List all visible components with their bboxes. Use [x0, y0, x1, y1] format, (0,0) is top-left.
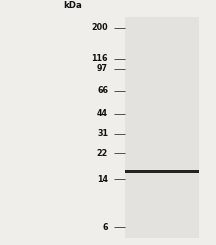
Text: 116: 116: [92, 54, 108, 63]
Bar: [125, 17, 199, 238]
Text: 14: 14: [97, 174, 108, 184]
Text: kDa: kDa: [63, 1, 82, 10]
Text: 66: 66: [97, 86, 108, 95]
Text: 97: 97: [97, 64, 108, 73]
Bar: [125, 170, 199, 173]
Text: 22: 22: [97, 149, 108, 158]
Text: 6: 6: [103, 223, 108, 232]
Text: 31: 31: [97, 129, 108, 138]
Text: 44: 44: [97, 109, 108, 118]
Text: 200: 200: [91, 23, 108, 32]
